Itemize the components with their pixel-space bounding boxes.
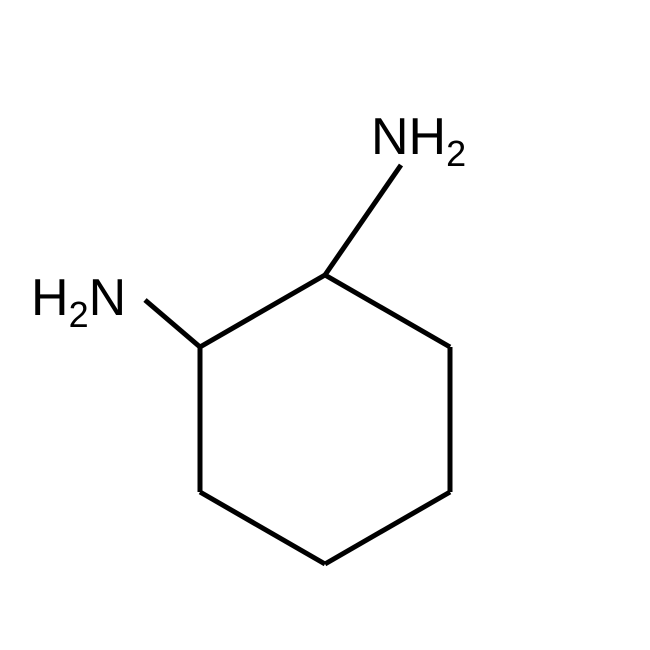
amine-label-top: NH2	[371, 108, 466, 174]
bond	[325, 492, 450, 564]
bond	[200, 275, 325, 347]
molecule-canvas: NH2 H2N	[0, 0, 650, 650]
amine-label-left: H2N	[31, 269, 126, 335]
bond	[200, 492, 325, 564]
bond	[325, 275, 450, 347]
bond	[325, 165, 401, 275]
bond	[145, 300, 200, 347]
